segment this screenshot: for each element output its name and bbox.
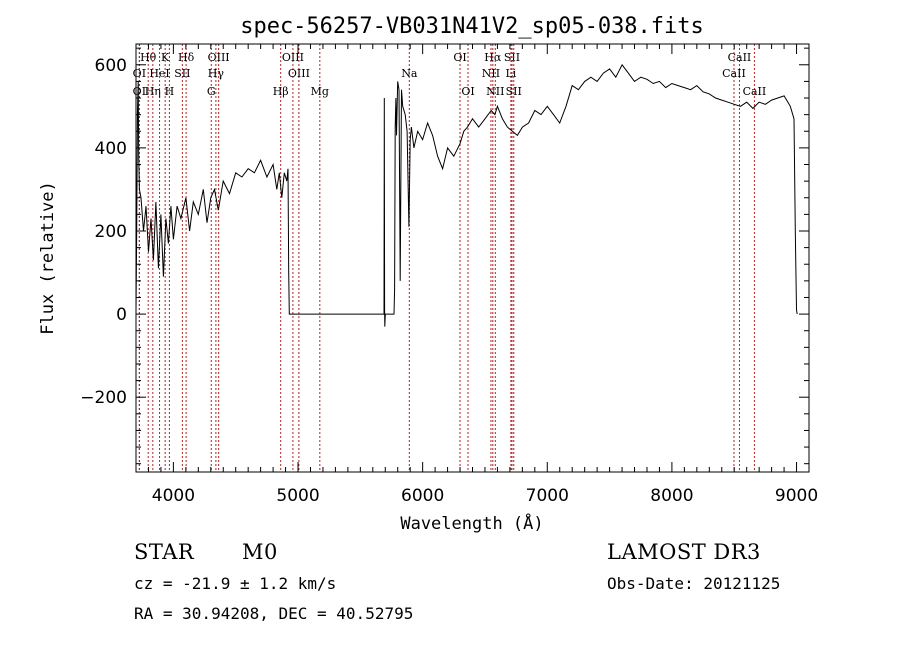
line-label: K	[161, 51, 170, 64]
x-axis-ticks: 4000 5000 6000 7000 8000 9000	[147, 44, 818, 506]
y-tick-label: 600	[95, 56, 127, 76]
line-label: SII	[504, 51, 520, 64]
x-tick-label: 5000	[276, 486, 319, 506]
x-tick-label: 4000	[152, 486, 195, 506]
x-tick-label: 7000	[526, 486, 569, 506]
line-label: CaII	[722, 67, 746, 80]
line-label: NII	[482, 67, 500, 80]
line-label: Hγ	[208, 67, 225, 80]
line-label: OI	[453, 51, 466, 64]
subclass: M0	[242, 540, 278, 564]
x-tick-label: 8000	[650, 486, 693, 506]
y-axis-title: Flux (relative)	[38, 181, 58, 335]
x-tick-label: 6000	[401, 486, 444, 506]
spectrum-line	[135, 63, 798, 327]
line-label: Hη	[145, 85, 161, 98]
line-label: HeI	[149, 67, 169, 80]
line-label: G	[207, 85, 216, 98]
line-label: CaII	[728, 51, 752, 64]
line-label: SII	[506, 85, 522, 98]
line-label: Mg	[311, 85, 329, 98]
line-label: OIII	[282, 51, 304, 64]
y-tick-label: 0	[116, 305, 127, 325]
y-tick-label: −200	[80, 388, 127, 408]
line-label: OI	[461, 85, 474, 98]
object-class: STAR	[134, 540, 195, 564]
line-label: H	[165, 85, 175, 98]
coordinates: RA = 30.94208, DEC = 40.52795	[134, 604, 414, 623]
y-axis-ticks: −200 0 200 400 600	[80, 47, 809, 465]
spectrum-series	[135, 63, 798, 327]
line-label: CaII	[743, 85, 767, 98]
x-tick-label: 9000	[775, 486, 818, 506]
line-label: SII	[174, 67, 190, 80]
line-label: Hδ	[178, 51, 195, 64]
line-label: Hθ	[140, 51, 157, 64]
line-label: NII	[486, 85, 504, 98]
line-label: Hβ	[273, 85, 289, 98]
survey-label: LAMOST DR3	[607, 540, 761, 564]
line-label: Hα	[484, 51, 502, 64]
chart-title: spec-56257-VB031N41V2_sp05-038.fits	[240, 14, 704, 39]
redshift-label: cz = -21.9 ± 1.2 km/s	[134, 574, 337, 593]
plot-frame	[135, 43, 810, 473]
y-tick-label: 200	[95, 222, 127, 242]
line-label: Na	[401, 67, 418, 80]
y-tick-label: 400	[95, 139, 127, 159]
obs-date: Obs-Date: 20121125	[607, 574, 781, 593]
x-axis-title: Wavelength (Å)	[400, 512, 543, 534]
line-label: Li	[505, 67, 516, 80]
line-label: OIII	[208, 51, 230, 64]
line-label: OIII	[288, 67, 310, 80]
